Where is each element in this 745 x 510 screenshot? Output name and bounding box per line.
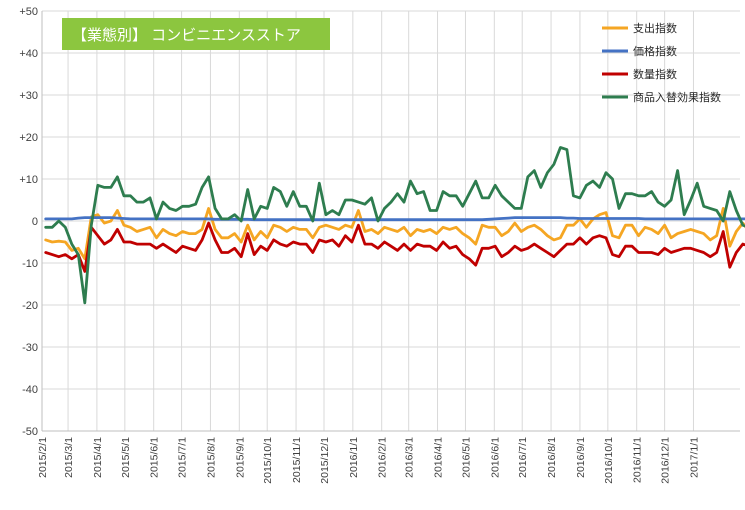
- series-line-1: [44, 216, 745, 222]
- y-tick-label: -10: [22, 258, 38, 270]
- x-tick-label: 2015/3/1: [63, 437, 75, 478]
- x-axis-tick-labels: 2015/2/1 2015/3/1 2015/4/1 2015/5/1 2015/6/1…: [37, 437, 700, 484]
- x-tick-label: 2015/10/1: [262, 437, 274, 484]
- x-tick-label: 2015/12/1: [319, 437, 331, 484]
- x-tick-label: 2016/12/1: [660, 437, 672, 484]
- series-line-0: [44, 206, 745, 261]
- x-tick-label: 2016/11/1: [632, 437, 644, 483]
- legend-label: 価格指数: [633, 44, 677, 58]
- legend-label: 商品入替効果指数: [633, 90, 721, 104]
- x-tick-label: 2015/9/1: [234, 437, 246, 478]
- legend-label: 支出指数: [633, 21, 677, 35]
- chart-title-background: [62, 18, 330, 50]
- x-tick-label: 2015/5/1: [120, 437, 132, 478]
- x-tick-label: 2016/6/1: [489, 437, 501, 478]
- series-layer: [44, 146, 745, 305]
- x-tick-label: 2016/7/1: [517, 437, 529, 478]
- y-tick-label: +50: [19, 6, 38, 18]
- series-line-3: [44, 146, 745, 305]
- x-tick-label: 2015/2/1: [37, 437, 49, 478]
- y-tick-label: +30: [19, 90, 38, 102]
- y-tick-label: +40: [19, 48, 38, 60]
- y-tick-label: -20: [22, 300, 38, 312]
- x-tick-label: 2016/10/1: [603, 437, 615, 484]
- x-tick-label: 2016/8/1: [546, 437, 558, 478]
- y-tick-label: +20: [19, 132, 38, 144]
- y-tick-label: -30: [22, 342, 38, 354]
- x-tick-label: 2016/5/1: [460, 437, 472, 478]
- y-tick-label: 0: [32, 216, 38, 228]
- x-tick-label: 2015/4/1: [92, 437, 104, 478]
- chart-title: 【業態別】 コンビニエンスストア: [72, 27, 301, 44]
- series-line-2: [44, 221, 745, 273]
- x-tick-label: 2016/4/1: [433, 437, 445, 478]
- x-tick-label: 2016/3/1: [404, 437, 416, 478]
- x-tick-label: 2016/2/1: [377, 437, 389, 478]
- x-tick-label: 2016/9/1: [575, 437, 587, 478]
- y-tick-label: +10: [19, 174, 38, 186]
- chart-title-box: 【業態別】 コンビニエンスストア: [62, 18, 330, 50]
- x-tick-label: 2016/1/1: [348, 437, 360, 478]
- x-tick-label: 2015/6/1: [149, 437, 161, 478]
- y-tick-label: -40: [22, 384, 38, 396]
- y-axis-tick-labels: -50 -40 -30 -20 -10 0 +10 +20 +30 +40 +50: [19, 6, 38, 438]
- y-tick-label: -50: [22, 426, 38, 438]
- x-tick-label: 2015/7/1: [177, 437, 189, 478]
- x-tick-label: 2015/8/1: [205, 437, 217, 478]
- x-tick-label: 2017/1/1: [688, 437, 700, 478]
- x-tick-label: 2015/11/1: [291, 437, 303, 483]
- legend-label: 数量指数: [633, 67, 677, 81]
